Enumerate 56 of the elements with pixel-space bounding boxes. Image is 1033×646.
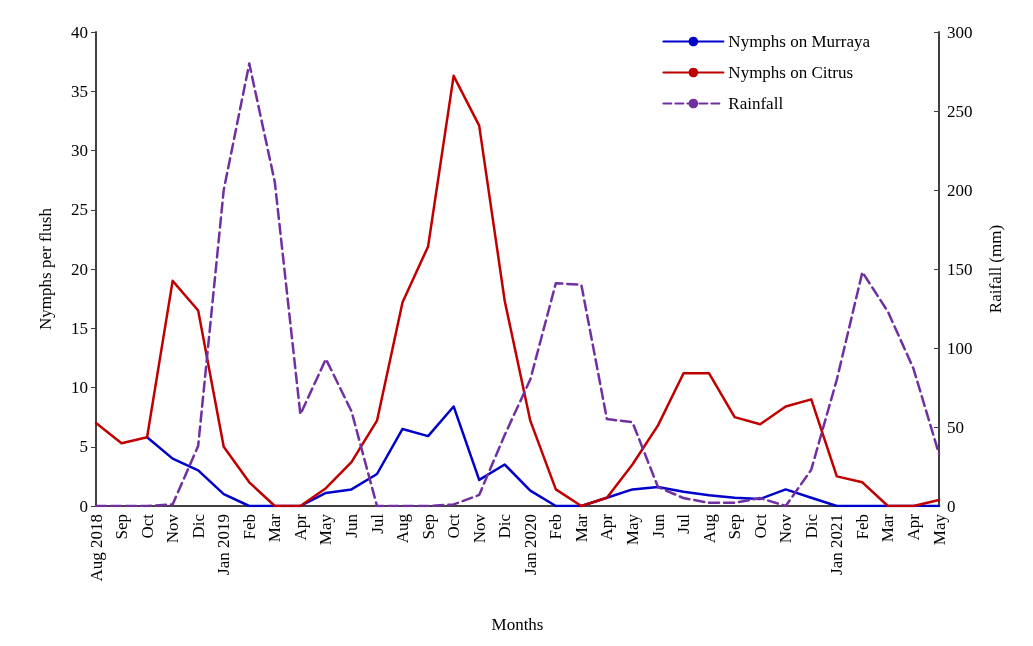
y2-tick-label: 200 [947, 180, 973, 200]
y2-tick-label: 150 [947, 259, 973, 279]
x-tick-label: Mar [571, 513, 591, 543]
x-tick-label: Dic [495, 513, 515, 539]
x-tick-label: Aug [699, 513, 719, 544]
x-tick-label: Dic [801, 513, 821, 539]
legend-label: Nymphs on Citrus [728, 63, 854, 82]
y-tick-label: 20 [71, 259, 88, 279]
y2-tick-label: 100 [947, 338, 973, 358]
y2-tick-label: 0 [947, 496, 956, 516]
y-tick-label: 0 [79, 496, 88, 516]
x-tick-label: Nov [776, 513, 796, 544]
x-axis-title: Months [491, 615, 544, 634]
x-tick-label: Jul [367, 513, 387, 534]
x-tick-label: Jun [648, 513, 668, 538]
x-tick-label: Mar [878, 513, 898, 543]
x-tick-label: Sep [418, 514, 438, 540]
x-tick-label: Feb [852, 514, 872, 540]
y-axis-title: Nymphs per flush [36, 207, 55, 330]
legend-label: Rainfall [728, 94, 784, 113]
y-tick-label: 5 [79, 437, 88, 457]
x-tick-label: Feb [546, 514, 566, 540]
x-tick-label: Jan 2020 [520, 514, 540, 575]
y-tick-label: 30 [71, 141, 88, 160]
x-tick-label: Jun [341, 513, 361, 538]
x-tick-label: Aug [393, 513, 413, 544]
x-tick-label: Apr [290, 513, 310, 541]
x-tick-label: Mar [265, 513, 285, 543]
x-tick-label: Apr [597, 513, 617, 541]
y2-tick-label: 50 [947, 417, 964, 437]
x-tick-label: Sep [725, 514, 745, 540]
x-tick-label: May [622, 513, 642, 546]
x-tick-label: Jul [674, 513, 694, 534]
y2-tick-label: 250 [947, 101, 973, 121]
y2-axis-title: Raifall (mm) [986, 224, 1005, 314]
x-tick-label: Feb [239, 514, 259, 540]
x-tick-label: Aug 2018 [86, 514, 106, 582]
y-tick-label: 10 [71, 378, 88, 397]
y2-tick-label: 300 [947, 22, 973, 42]
x-tick-label: Oct [137, 513, 157, 539]
x-tick-label: Oct [444, 513, 464, 539]
y-tick-label: 40 [71, 22, 88, 42]
x-tick-label: Jan 2021 [827, 514, 847, 575]
x-tick-label: Jan 2019 [214, 514, 234, 575]
x-tick-label: Dic [188, 513, 208, 539]
x-tick-label: May [316, 513, 336, 546]
x-tick-label: Sep [112, 514, 132, 540]
y-tick-label: 25 [71, 200, 88, 220]
y-tick-label: 35 [71, 81, 88, 101]
x-tick-label: Oct [750, 513, 770, 539]
x-tick-label: Nov [163, 513, 183, 544]
x-tick-label: Nov [469, 513, 489, 544]
y-tick-label: 15 [71, 318, 88, 338]
legend-label: Nymphs on Murraya [728, 32, 871, 51]
x-tick-label: May [929, 513, 949, 546]
x-tick-label: Apr [903, 513, 923, 541]
